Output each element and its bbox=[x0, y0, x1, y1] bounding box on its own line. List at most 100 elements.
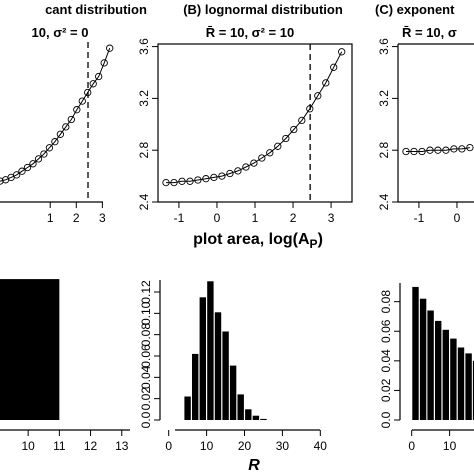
x-tick-label: 10 bbox=[21, 439, 35, 453]
x-tick-label: 20 bbox=[238, 439, 252, 453]
data-point bbox=[458, 145, 466, 153]
y-tick-label: 3.6 bbox=[137, 38, 151, 55]
x-tick-label: 10 bbox=[200, 439, 214, 453]
panel-c-top: (C) exponent R̄ = 10, σ 2.4 2.8 3.2 3.6 -1 0 bbox=[375, 2, 474, 225]
histogram-bar bbox=[457, 347, 465, 420]
data-point bbox=[418, 147, 426, 156]
y-tick-label: 0.02 bbox=[379, 378, 393, 402]
data-point bbox=[298, 116, 306, 125]
data-point bbox=[62, 123, 70, 131]
y-tick-label: 0.08 bbox=[139, 323, 153, 347]
data-point bbox=[78, 97, 86, 105]
y-tick-label: 2.4 bbox=[377, 193, 391, 210]
histogram-bar bbox=[472, 360, 474, 420]
histogram-bar bbox=[229, 365, 237, 420]
panel-b-hist-y-axis: 0.00.020.040.060.080.100.12 bbox=[139, 280, 160, 428]
panel-c-y-axis: 2.4 2.8 3.2 3.6 bbox=[377, 38, 398, 210]
data-point bbox=[322, 79, 330, 87]
panel-a-x-axis: 1 2 3 bbox=[47, 202, 106, 225]
x-tick-label: 3 bbox=[328, 211, 335, 225]
data-point bbox=[0, 177, 4, 185]
histogram-bar bbox=[192, 353, 199, 420]
x-tick-label: 0 bbox=[408, 439, 415, 453]
histogram-bar bbox=[260, 418, 267, 420]
data-point bbox=[95, 72, 103, 81]
data-point bbox=[162, 178, 170, 187]
y-tick-label: 0.10 bbox=[139, 301, 153, 325]
data-point bbox=[194, 176, 202, 184]
x-tick-label: 2 bbox=[73, 211, 80, 225]
histogram-bar bbox=[237, 394, 244, 420]
data-point bbox=[410, 147, 418, 156]
panel-a-series-line bbox=[0, 48, 111, 182]
panel-b-histogram bbox=[184, 281, 267, 420]
data-point bbox=[234, 167, 242, 175]
panel-c-x-axis: -1 0 bbox=[414, 202, 461, 225]
x-tick-label: 1 bbox=[47, 211, 54, 225]
data-point bbox=[202, 175, 210, 183]
data-point bbox=[402, 147, 410, 156]
data-point bbox=[18, 167, 26, 175]
data-point bbox=[89, 80, 97, 88]
histogram-bar bbox=[419, 298, 427, 420]
histogram-bar bbox=[465, 353, 472, 420]
panel-b-title-line2: R̄ = 10, σ² = 10 bbox=[206, 25, 294, 40]
histogram-bar bbox=[214, 312, 222, 420]
data-point bbox=[56, 130, 65, 138]
x-tick-label: -1 bbox=[174, 211, 185, 225]
panel-a-top: cant distribution 10, σ² = 0 1 2 3 bbox=[0, 2, 147, 225]
data-point bbox=[426, 146, 434, 154]
panel-c-title-line2: R̄ = 10, σ bbox=[402, 25, 457, 40]
y-tick-label: 3.2 bbox=[137, 90, 151, 107]
data-point bbox=[84, 88, 92, 97]
panel-c-histogram bbox=[412, 286, 474, 420]
x-tick-label: 40 bbox=[314, 439, 328, 453]
y-tick-label: 2.4 bbox=[137, 193, 151, 210]
panel-a-title-line1: cant distribution bbox=[45, 2, 147, 17]
data-point bbox=[258, 154, 266, 162]
histogram-bar bbox=[252, 415, 260, 420]
panel-a-histogram-bar bbox=[0, 279, 60, 420]
data-point bbox=[466, 143, 474, 152]
data-point bbox=[450, 145, 458, 153]
data-point bbox=[242, 163, 250, 171]
data-point bbox=[442, 146, 450, 154]
panel-c-series-line bbox=[406, 147, 470, 152]
panel-b-series-line bbox=[166, 51, 343, 184]
x-tick-label: 13 bbox=[115, 439, 129, 453]
histogram-bar bbox=[427, 310, 434, 420]
data-point bbox=[23, 163, 32, 172]
histogram-bar bbox=[245, 409, 252, 420]
x-tick-label: -1 bbox=[414, 211, 425, 225]
data-point bbox=[100, 59, 108, 67]
histogram-bar bbox=[222, 331, 229, 420]
data-point bbox=[274, 142, 282, 150]
panel-c-hist-y-axis: 0.0 0.02 0.04 0.06 0.08 bbox=[379, 290, 400, 428]
histogram-bar bbox=[435, 320, 442, 420]
panel-b-title-line1: (B) lognormal distribution bbox=[183, 2, 343, 17]
x-tick-label: 0 bbox=[454, 211, 461, 225]
data-point bbox=[73, 106, 81, 114]
y-tick-label: 0.02 bbox=[139, 387, 153, 411]
histogram-bar bbox=[450, 338, 457, 420]
data-point bbox=[218, 172, 226, 180]
panel-b-points bbox=[162, 48, 346, 187]
data-point bbox=[306, 105, 314, 113]
y-tick-label: 0.0 bbox=[379, 411, 393, 428]
panel-a-title-line2: 10, σ² = 0 bbox=[32, 25, 89, 40]
data-point bbox=[338, 48, 346, 56]
y-tick-label: 3.6 bbox=[377, 38, 391, 55]
histogram-bar bbox=[442, 329, 449, 420]
data-point bbox=[266, 149, 274, 157]
data-point bbox=[226, 169, 234, 178]
y-tick-label: 0.04 bbox=[379, 349, 393, 373]
panel-b-bottom: 0.00.020.040.060.080.100.12 0 10 20 30 40 R bbox=[139, 280, 327, 474]
panel-a-points bbox=[0, 44, 114, 185]
data-point bbox=[290, 125, 298, 134]
data-point bbox=[106, 44, 114, 52]
